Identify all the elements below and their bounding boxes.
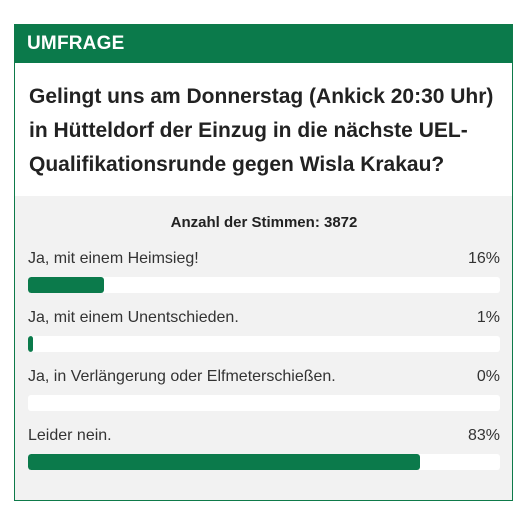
option-label: Ja, mit einem Unentschieden. bbox=[28, 309, 239, 326]
result-bar-track bbox=[28, 454, 500, 470]
poll-question: Gelingt uns am Donnerstag (Ankick 20:30 … bbox=[15, 63, 512, 196]
option-percent: 0% bbox=[476, 368, 500, 385]
result-bar-track bbox=[28, 277, 500, 293]
option-percent: 1% bbox=[476, 309, 500, 326]
option-label: Ja, mit einem Heimsieg! bbox=[28, 250, 199, 267]
result-bar-fill bbox=[28, 454, 420, 470]
poll-option-extra-time: Ja, in Verlängerung oder Elfmeterschieße… bbox=[28, 364, 500, 411]
poll-option-home-win: Ja, mit einem Heimsieg! 16% bbox=[28, 246, 500, 293]
poll-results: Anzahl der Stimmen: 3872 Ja, mit einem H… bbox=[15, 214, 512, 470]
option-percent: 83% bbox=[467, 427, 500, 444]
option-percent: 16% bbox=[467, 250, 500, 267]
poll-widget: UMFRAGE Gelingt uns am Donnerstag (Ankic… bbox=[14, 24, 513, 501]
poll-header: UMFRAGE bbox=[15, 25, 512, 63]
result-bar-fill bbox=[28, 336, 33, 352]
vote-count: Anzahl der Stimmen: 3872 bbox=[170, 214, 358, 231]
result-bar-track bbox=[28, 395, 500, 411]
result-bar-fill bbox=[28, 277, 104, 293]
result-bar-track bbox=[28, 336, 500, 352]
poll-option-loss: Leider nein. 83% bbox=[28, 423, 500, 470]
option-label: Leider nein. bbox=[28, 427, 112, 444]
option-label: Ja, in Verlängerung oder Elfmeterschieße… bbox=[28, 368, 336, 385]
poll-option-draw: Ja, mit einem Unentschieden. 1% bbox=[28, 305, 500, 352]
